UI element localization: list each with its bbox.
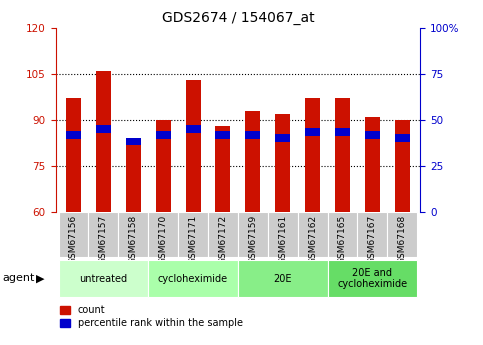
Bar — [215, 126, 230, 212]
Bar — [96, 71, 111, 212]
Text: 20E: 20E — [273, 274, 292, 284]
Bar — [88, 212, 118, 257]
Bar — [208, 212, 238, 257]
Text: GSM67159: GSM67159 — [248, 214, 257, 264]
Text: GSM67158: GSM67158 — [129, 214, 138, 264]
Bar — [305, 98, 320, 212]
Bar — [238, 260, 327, 297]
Bar — [58, 212, 88, 257]
Bar — [148, 260, 238, 297]
Bar — [245, 111, 260, 212]
Text: GSM67172: GSM67172 — [218, 214, 227, 264]
Bar — [395, 135, 410, 142]
Text: GSM67171: GSM67171 — [188, 214, 198, 264]
Text: GSM67162: GSM67162 — [308, 214, 317, 264]
Bar — [387, 212, 417, 257]
Bar — [365, 131, 380, 139]
Bar — [148, 212, 178, 257]
Text: GSM67167: GSM67167 — [368, 214, 377, 264]
Bar — [96, 125, 111, 133]
Bar — [66, 98, 81, 212]
Bar — [298, 212, 327, 257]
Bar — [327, 212, 357, 257]
Bar — [185, 125, 200, 133]
Bar — [327, 260, 417, 297]
Bar — [215, 131, 230, 139]
Bar — [275, 114, 290, 212]
Bar — [178, 212, 208, 257]
Text: 20E and
cycloheximide: 20E and cycloheximide — [337, 268, 408, 289]
Text: cycloheximide: cycloheximide — [158, 274, 228, 284]
Bar — [126, 138, 141, 145]
Bar — [66, 131, 81, 139]
Text: GSM67156: GSM67156 — [69, 214, 78, 264]
Bar — [118, 212, 148, 257]
Text: GSM67161: GSM67161 — [278, 214, 287, 264]
Bar — [395, 120, 410, 212]
Bar — [305, 128, 320, 136]
Bar — [335, 128, 350, 136]
Title: GDS2674 / 154067_at: GDS2674 / 154067_at — [162, 11, 314, 25]
Text: ▶: ▶ — [36, 274, 44, 283]
Bar — [335, 98, 350, 212]
Bar — [238, 212, 268, 257]
Bar — [156, 120, 170, 212]
Text: GSM67170: GSM67170 — [158, 214, 168, 264]
Bar — [58, 260, 148, 297]
Bar — [268, 212, 298, 257]
Bar — [185, 80, 200, 212]
Text: GSM67168: GSM67168 — [398, 214, 407, 264]
Text: GSM67157: GSM67157 — [99, 214, 108, 264]
Text: untreated: untreated — [79, 274, 128, 284]
Bar — [275, 135, 290, 142]
Bar — [156, 131, 170, 139]
Bar — [357, 212, 387, 257]
Text: agent: agent — [2, 274, 35, 283]
Bar — [245, 131, 260, 139]
Legend: count, percentile rank within the sample: count, percentile rank within the sample — [60, 305, 243, 328]
Text: GSM67165: GSM67165 — [338, 214, 347, 264]
Bar — [365, 117, 380, 212]
Bar — [126, 141, 141, 212]
